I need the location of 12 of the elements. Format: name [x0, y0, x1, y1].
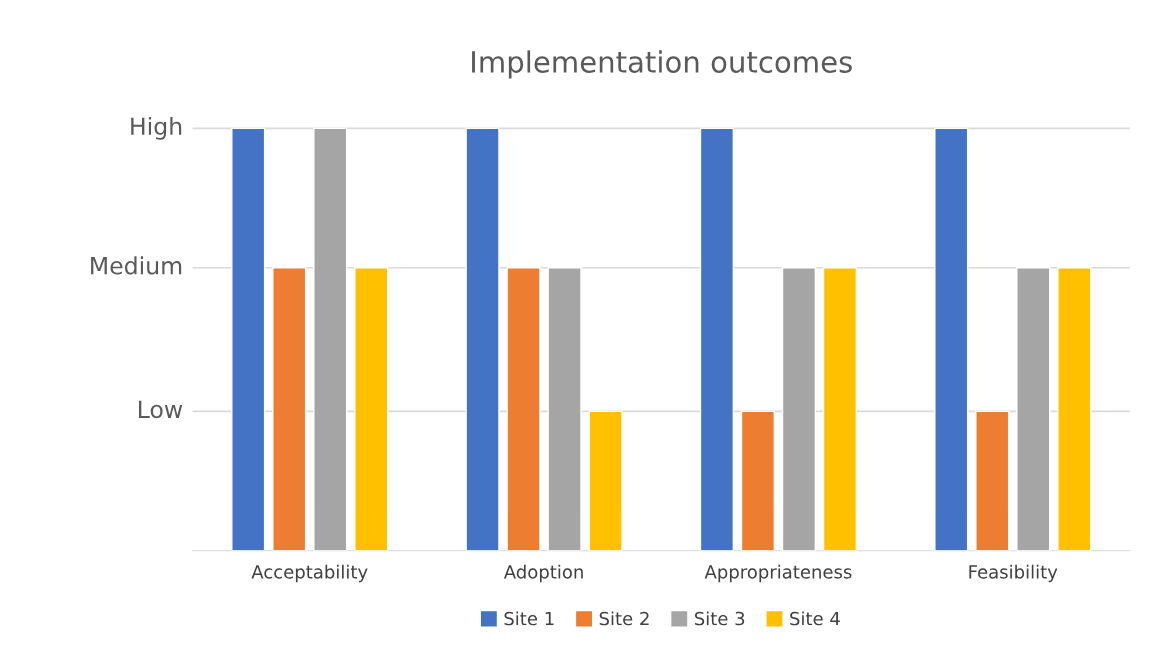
legend-label: Site 1	[504, 611, 554, 626]
legend-label: Site 4	[790, 611, 840, 626]
x-tick-label: Adoption	[503, 564, 583, 583]
chart-title: Implementation outcomes	[472, 50, 852, 79]
x-tick-label: Feasibility	[969, 564, 1058, 583]
ref-line-label: Low	[138, 400, 183, 419]
ref-line-label: High	[131, 116, 182, 140]
legend-label: Site 2	[599, 611, 649, 626]
legend-label: Site 3	[694, 611, 745, 626]
ref-line-label: Medium	[91, 256, 182, 275]
x-tick-label: Appropriateness	[704, 564, 852, 583]
x-tick-label: Acceptability	[251, 564, 368, 583]
